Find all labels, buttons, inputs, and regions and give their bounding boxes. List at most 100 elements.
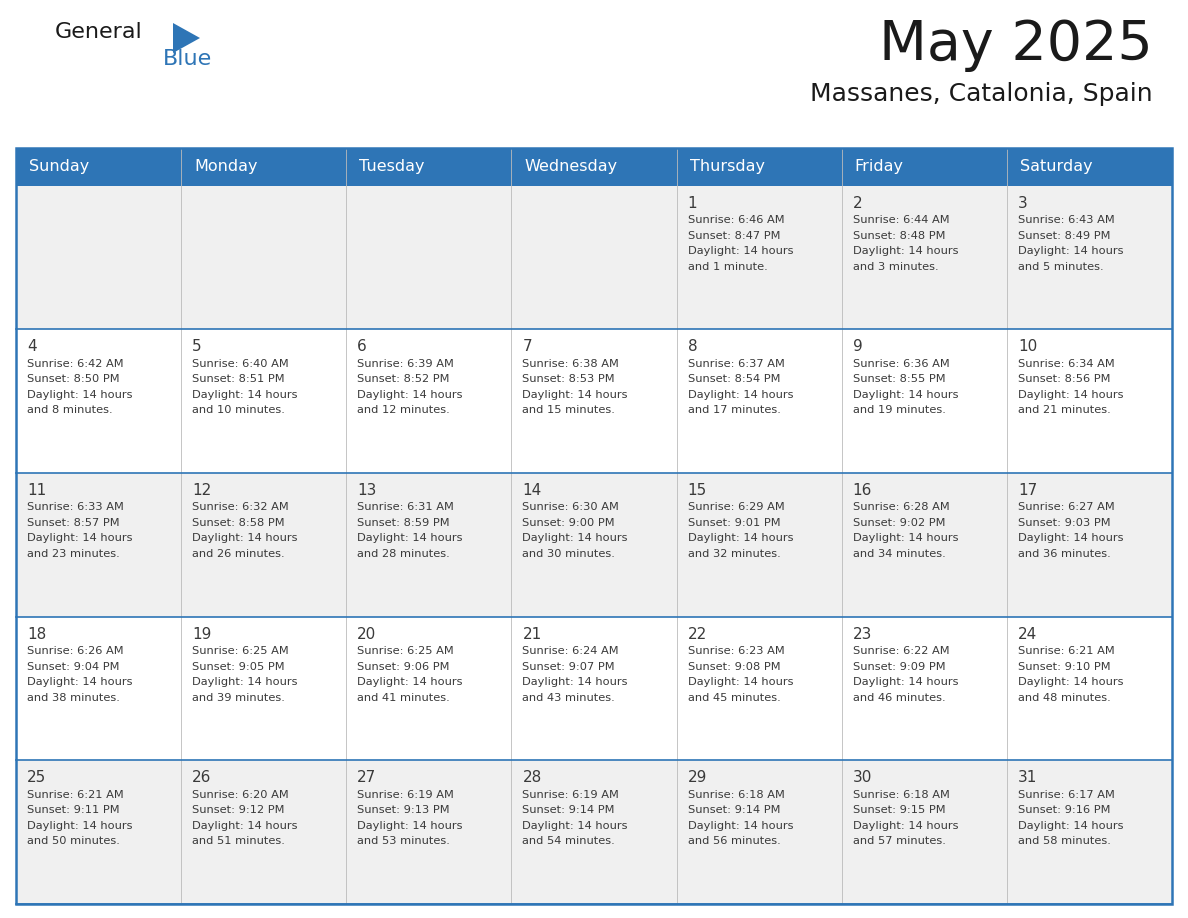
Text: and 23 minutes.: and 23 minutes. (27, 549, 120, 559)
Text: Daylight: 14 hours: Daylight: 14 hours (853, 677, 959, 687)
Text: and 28 minutes.: and 28 minutes. (358, 549, 450, 559)
Text: and 53 minutes.: and 53 minutes. (358, 836, 450, 846)
Text: 6: 6 (358, 339, 367, 354)
Bar (511, 148, 677, 185)
Text: Daylight: 14 hours: Daylight: 14 hours (1018, 390, 1124, 399)
Bar (511, 760, 677, 904)
Text: Daylight: 14 hours: Daylight: 14 hours (523, 533, 628, 543)
Polygon shape (173, 23, 200, 53)
Text: and 19 minutes.: and 19 minutes. (853, 405, 946, 415)
Text: Daylight: 14 hours: Daylight: 14 hours (688, 677, 794, 687)
Bar (15, 148, 1173, 904)
Text: Sunrise: 6:32 AM: Sunrise: 6:32 AM (192, 502, 289, 512)
Bar (346, 760, 511, 904)
Text: Daylight: 14 hours: Daylight: 14 hours (1018, 821, 1124, 831)
Bar (842, 760, 1007, 904)
Text: Sunrise: 6:25 AM: Sunrise: 6:25 AM (192, 646, 289, 656)
Text: and 50 minutes.: and 50 minutes. (27, 836, 120, 846)
Bar (346, 473, 511, 617)
Bar (842, 617, 1007, 760)
Text: Sunset: 8:53 PM: Sunset: 8:53 PM (523, 375, 615, 385)
Text: 22: 22 (688, 627, 707, 642)
Text: 30: 30 (853, 770, 872, 785)
Text: Sunset: 8:57 PM: Sunset: 8:57 PM (27, 518, 120, 528)
Text: Sunrise: 6:19 AM: Sunrise: 6:19 AM (358, 789, 454, 800)
Bar (1007, 185, 1173, 330)
Text: Daylight: 14 hours: Daylight: 14 hours (688, 390, 794, 399)
Bar (842, 330, 1007, 473)
Text: Daylight: 14 hours: Daylight: 14 hours (853, 533, 959, 543)
Text: Monday: Monday (194, 159, 258, 174)
Text: 18: 18 (27, 627, 46, 642)
Text: Sunset: 8:54 PM: Sunset: 8:54 PM (688, 375, 781, 385)
Text: and 36 minutes.: and 36 minutes. (1018, 549, 1111, 559)
Bar (346, 330, 511, 473)
Bar (677, 760, 842, 904)
Bar (15, 330, 181, 473)
Text: Sunset: 9:09 PM: Sunset: 9:09 PM (853, 662, 946, 672)
Text: Sunrise: 6:28 AM: Sunrise: 6:28 AM (853, 502, 949, 512)
Text: and 8 minutes.: and 8 minutes. (27, 405, 113, 415)
Text: Daylight: 14 hours: Daylight: 14 hours (358, 677, 463, 687)
Text: Daylight: 14 hours: Daylight: 14 hours (358, 821, 463, 831)
Text: 9: 9 (853, 339, 862, 354)
Text: Daylight: 14 hours: Daylight: 14 hours (523, 677, 628, 687)
Text: Sunset: 8:59 PM: Sunset: 8:59 PM (358, 518, 450, 528)
Text: Daylight: 14 hours: Daylight: 14 hours (853, 390, 959, 399)
Text: Daylight: 14 hours: Daylight: 14 hours (192, 821, 298, 831)
Text: 27: 27 (358, 770, 377, 785)
Text: Sunrise: 6:37 AM: Sunrise: 6:37 AM (688, 359, 784, 369)
Text: and 51 minutes.: and 51 minutes. (192, 836, 285, 846)
Text: Sunrise: 6:26 AM: Sunrise: 6:26 AM (27, 646, 124, 656)
Text: 25: 25 (27, 770, 46, 785)
Text: and 17 minutes.: and 17 minutes. (688, 405, 781, 415)
Text: Sunset: 8:50 PM: Sunset: 8:50 PM (27, 375, 120, 385)
Text: and 34 minutes.: and 34 minutes. (853, 549, 946, 559)
Text: Sunset: 9:11 PM: Sunset: 9:11 PM (27, 805, 120, 815)
Text: Sunset: 9:05 PM: Sunset: 9:05 PM (192, 662, 285, 672)
Bar (511, 185, 677, 330)
Text: Sunrise: 6:33 AM: Sunrise: 6:33 AM (27, 502, 124, 512)
Text: Sunrise: 6:31 AM: Sunrise: 6:31 AM (358, 502, 454, 512)
Text: Tuesday: Tuesday (359, 159, 425, 174)
Text: Daylight: 14 hours: Daylight: 14 hours (688, 821, 794, 831)
Bar (181, 185, 346, 330)
Text: 11: 11 (27, 483, 46, 498)
Text: 16: 16 (853, 483, 872, 498)
Text: Daylight: 14 hours: Daylight: 14 hours (27, 677, 133, 687)
Text: and 45 minutes.: and 45 minutes. (688, 692, 781, 702)
Text: Sunrise: 6:22 AM: Sunrise: 6:22 AM (853, 646, 949, 656)
Bar (181, 760, 346, 904)
Bar (15, 760, 181, 904)
Bar (15, 617, 181, 760)
Text: Sunset: 9:10 PM: Sunset: 9:10 PM (1018, 662, 1111, 672)
Text: and 3 minutes.: and 3 minutes. (853, 262, 939, 272)
Text: and 26 minutes.: and 26 minutes. (192, 549, 285, 559)
Text: Sunrise: 6:21 AM: Sunrise: 6:21 AM (27, 789, 124, 800)
Text: Sunset: 9:02 PM: Sunset: 9:02 PM (853, 518, 946, 528)
Bar (842, 473, 1007, 617)
Text: May 2025: May 2025 (879, 18, 1154, 72)
Text: 4: 4 (27, 339, 37, 354)
Bar (346, 185, 511, 330)
Text: Sunset: 9:14 PM: Sunset: 9:14 PM (523, 805, 615, 815)
Text: and 54 minutes.: and 54 minutes. (523, 836, 615, 846)
Text: Sunset: 9:06 PM: Sunset: 9:06 PM (358, 662, 450, 672)
Text: Sunset: 9:00 PM: Sunset: 9:00 PM (523, 518, 615, 528)
Text: Sunset: 8:51 PM: Sunset: 8:51 PM (192, 375, 285, 385)
Text: Sunrise: 6:34 AM: Sunrise: 6:34 AM (1018, 359, 1114, 369)
Text: Sunrise: 6:44 AM: Sunrise: 6:44 AM (853, 215, 949, 225)
Text: 1: 1 (688, 196, 697, 210)
Text: and 57 minutes.: and 57 minutes. (853, 836, 946, 846)
Bar (511, 473, 677, 617)
Text: Daylight: 14 hours: Daylight: 14 hours (27, 390, 133, 399)
Text: Daylight: 14 hours: Daylight: 14 hours (192, 390, 298, 399)
Text: Daylight: 14 hours: Daylight: 14 hours (688, 533, 794, 543)
Bar (1007, 473, 1173, 617)
Text: and 10 minutes.: and 10 minutes. (192, 405, 285, 415)
Bar (15, 148, 181, 185)
Text: Sunset: 9:14 PM: Sunset: 9:14 PM (688, 805, 781, 815)
Text: Sunrise: 6:20 AM: Sunrise: 6:20 AM (192, 789, 289, 800)
Text: Sunset: 9:03 PM: Sunset: 9:03 PM (1018, 518, 1111, 528)
Text: 17: 17 (1018, 483, 1037, 498)
